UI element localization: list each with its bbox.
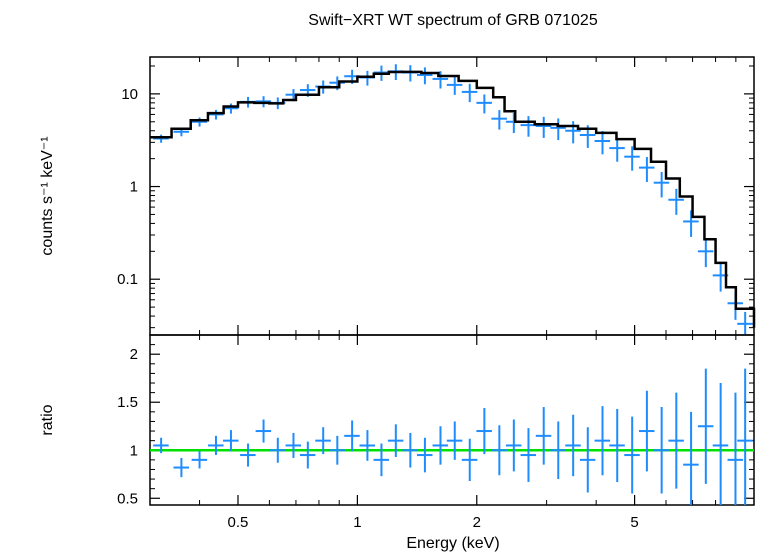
model-curve <box>150 70 756 328</box>
top-panel: 10 1 0.1 counts s⁻¹ keV⁻¹ <box>39 56 756 336</box>
top-y-axis-label: counts s⁻¹ keV⁻¹ <box>39 136 56 255</box>
x-axis-label: Energy (keV) <box>406 535 499 552</box>
bottom-axis-ticks: 2 1.5 1 0.5 <box>117 335 755 507</box>
top-y-tick-label: 10 <box>121 86 138 103</box>
x-tick-label: 5 <box>630 514 638 531</box>
top-panel-frame <box>149 56 755 336</box>
top-y-tick-label: 1 <box>130 179 138 196</box>
chart-title: Swift−XRT WT spectrum of GRB 071025 <box>308 12 598 29</box>
x-tick-label: 1 <box>353 514 361 531</box>
top-model-curve <box>150 70 756 328</box>
bottom-y-tick-label: 0.5 <box>117 490 138 507</box>
bottom-panel: 2 1.5 1 0.5 ratio <box>39 334 755 507</box>
top-axis-ticks: 10 1 0.1 <box>117 57 755 335</box>
x-tick-label: 0.5 <box>228 514 249 531</box>
x-tick-labels: 0.5 1 2 5 <box>228 514 639 531</box>
bottom-y-tick-label: 1 <box>130 442 138 459</box>
bottom-y-tick-label: 1.5 <box>117 394 138 411</box>
bottom-panel-frame <box>149 334 755 506</box>
x-tick-label: 2 <box>473 514 481 531</box>
bottom-y-tick-label: 2 <box>130 346 138 363</box>
bottom-y-axis-label: ratio <box>39 404 56 435</box>
top-data-points <box>153 64 753 335</box>
top-y-tick-label: 0.1 <box>117 271 138 288</box>
ratio-data-points <box>153 368 753 505</box>
